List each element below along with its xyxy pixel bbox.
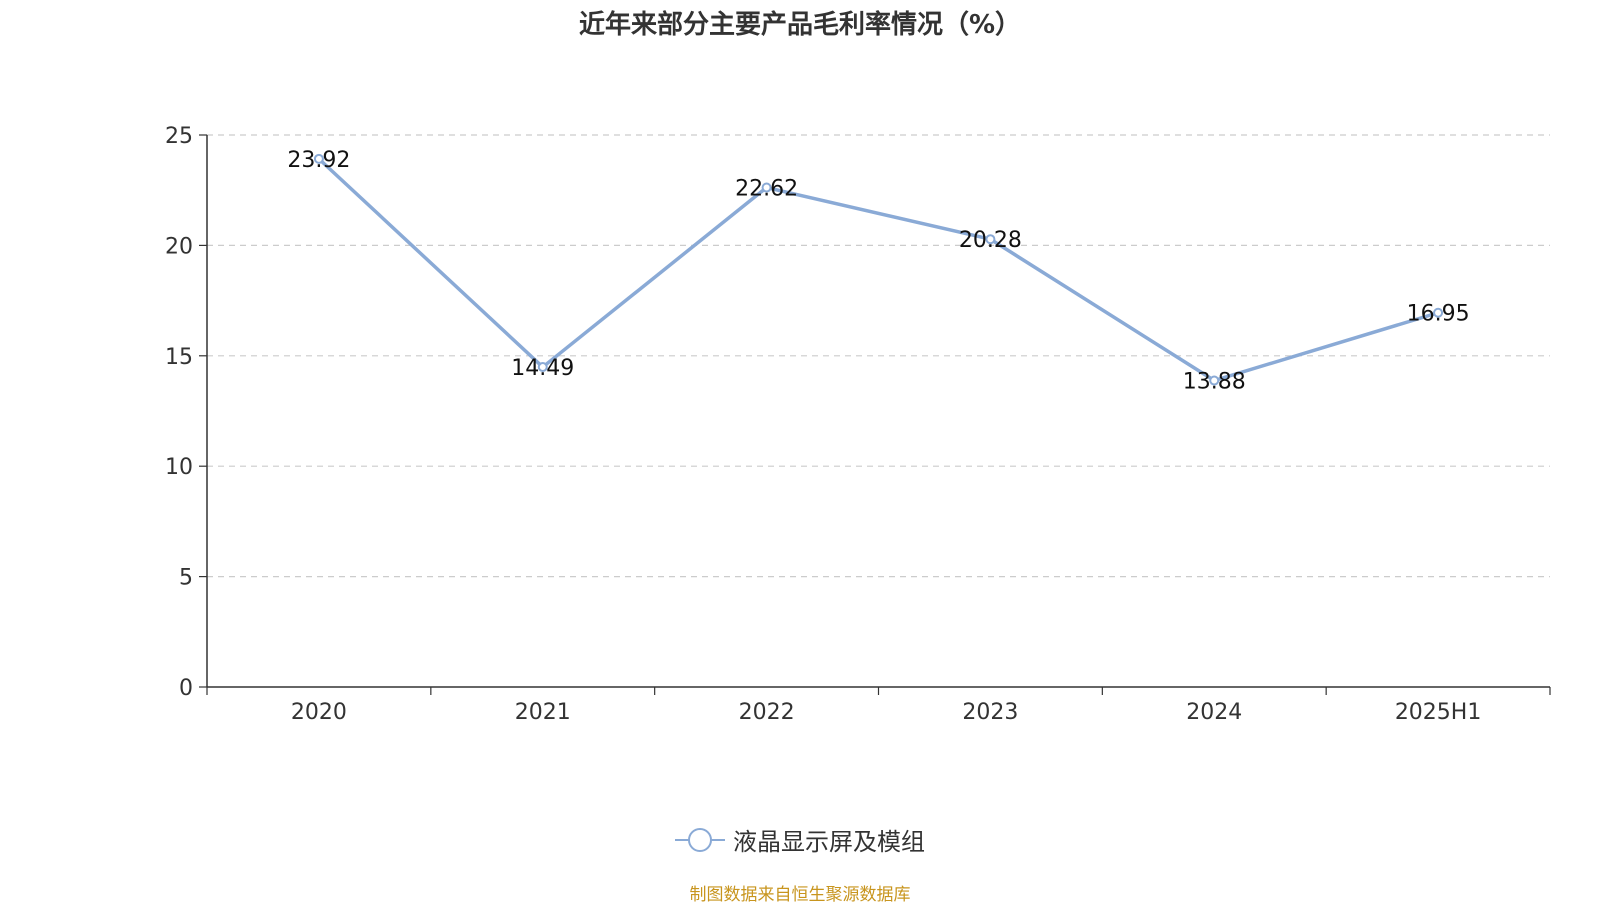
x-tick-label: 2022 xyxy=(739,700,795,725)
legend-label: 液晶显示屏及模组 xyxy=(733,828,925,856)
data-label: 20.28 xyxy=(959,228,1022,253)
legend-line-circle-icon xyxy=(675,827,725,853)
x-tick-label: 2023 xyxy=(962,700,1018,725)
data-label: 16.95 xyxy=(1407,302,1470,327)
data-label: 22.62 xyxy=(735,177,798,202)
source-note: 制图数据来自恒生聚源数据库 xyxy=(689,885,911,905)
y-tick-label: 5 xyxy=(179,566,193,591)
data-point xyxy=(761,182,772,193)
data-point xyxy=(985,234,996,245)
y-tick-label: 20 xyxy=(165,234,193,259)
y-tick-label: 0 xyxy=(179,676,193,701)
series-line xyxy=(317,157,1439,383)
series-line-group xyxy=(313,153,1444,386)
data-label: 14.49 xyxy=(511,356,574,381)
data-point xyxy=(537,362,548,373)
y-tick-label: 25 xyxy=(165,124,193,149)
x-tick-label: 2020 xyxy=(291,700,347,725)
data-point xyxy=(313,153,324,164)
x-tick-label: 2025H1 xyxy=(1395,700,1482,725)
grid-lines xyxy=(207,134,1550,578)
legend[interactable]: 液晶显示屏及模组 xyxy=(0,822,1600,857)
x-tick-label: 2021 xyxy=(515,700,571,725)
axes: 0 5 10 15 20 25 2020 2021 2022 2023 2024 2025H1 xyxy=(165,124,1551,725)
y-tick-label: 15 xyxy=(165,345,193,370)
data-label: 23.92 xyxy=(287,148,350,173)
data-label: 13.88 xyxy=(1183,370,1246,395)
data-point xyxy=(1209,375,1220,386)
x-tick-label: 2024 xyxy=(1186,700,1242,725)
y-tick-label: 10 xyxy=(165,455,193,480)
data-point xyxy=(1433,307,1444,318)
chart-title: 近年来部分主要产品毛利率情况（%） xyxy=(578,10,1022,40)
data-labels: 23.92 14.49 22.62 20.28 13.88 16.95 xyxy=(287,148,1469,395)
